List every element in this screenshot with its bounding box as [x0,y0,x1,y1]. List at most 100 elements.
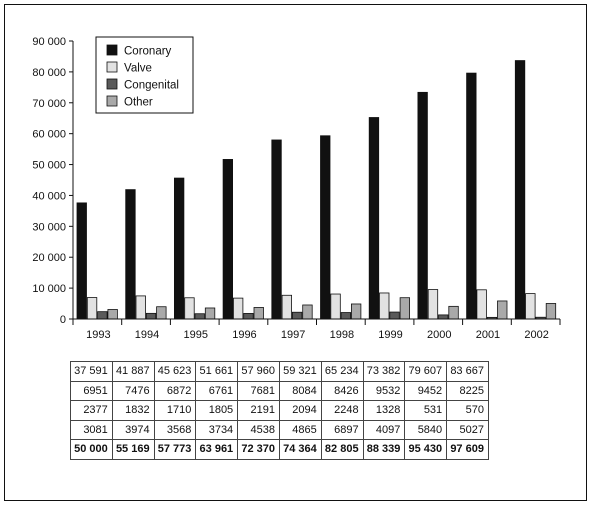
table-cell: 9452 [404,380,448,401]
table-cell: 2094 [278,400,322,421]
table-cell: 88 339 [362,439,406,460]
bar-other-2000 [448,305,459,320]
legend-label-valve: Valve [124,63,152,75]
data-table: 37 591 41 887 45 623 51 661 57 960 59 321 65 2… [70,361,489,460]
table-cell: 5840 [404,419,448,440]
table-cell: 1805 [195,400,239,421]
table-row: 6951 7476 6872 6761 7681 8084 8426 9532 9452 8225 [70,380,489,401]
table-row: 3081 3974 3568 3734 4538 4865 6897 4097 5840 5027 [70,419,489,440]
x-axis: 1993 1994 1995 1996 1997 1998 1999 2000 2001 2002 [72,318,561,341]
legend: Coronary Valve Congenital Other [95,36,194,114]
table-cell: 3568 [153,419,197,440]
x-tick-label: 1998 [330,329,354,341]
table-cell: 6951 [70,380,113,401]
table-cell: 97 609 [446,439,489,460]
table-cell: 3734 [195,419,239,440]
y-tick-label: 60 000 [32,129,66,141]
table-cell: 57 960 [237,361,280,382]
bar-coronary-1998 [320,135,331,320]
bar-congenital-1995 [194,313,205,320]
bar-congenital-1997 [291,311,303,320]
table-cell: 51 661 [195,361,239,382]
bar-other-1999 [399,297,411,320]
table-cell: 41 887 [111,361,155,382]
table-cell: 4097 [362,419,406,440]
bar-valve-1994 [135,295,146,320]
bar-chart: 0 10 000 20 000 30 000 40 000 50 000 60 000 70 … [32,36,561,341]
x-tick-label: 2001 [476,329,500,341]
bar-coronary-1994 [125,189,136,320]
y-tick-label: 0 [60,314,66,326]
x-tick-label: 2000 [427,329,451,341]
table-cell: 73 382 [362,361,406,382]
bar-coronary-1995 [173,177,185,320]
y-tick-label: 40 000 [32,190,66,202]
y-tick-label: 90 000 [32,36,66,48]
bar-valve-2002 [525,293,536,320]
table-cell: 83 667 [446,361,489,382]
bar-other-1995 [204,307,216,320]
table-cell: 1328 [362,400,406,421]
bar-valve-1995 [184,297,195,320]
legend-label-congenital: Congenital [124,80,179,92]
table-cell: 1832 [111,400,155,421]
bar-congenital-2000 [438,314,449,320]
table-cell: 2248 [320,400,364,421]
bar-congenital-1994 [145,312,157,320]
table-cell: 3081 [70,419,113,440]
bar-other-2002 [545,303,557,320]
table-cell: 82 805 [320,439,364,460]
table-cell: 55 169 [111,439,155,460]
table-cell: 531 [404,400,448,421]
table-cell: 4538 [237,419,280,440]
x-tick-label: 2002 [524,329,548,341]
x-tick-label: 1995 [184,329,208,341]
bar-other-1996 [253,307,264,320]
x-tick-label: 1996 [232,329,256,341]
y-axis: 0 10 000 20 000 30 000 40 000 50 000 60 000 70 … [32,36,74,326]
bar-congenital-1998 [340,312,352,320]
bar-coronary-1999 [368,117,380,320]
bar-other-1994 [156,306,167,320]
bar-coronary-2000 [417,91,428,320]
legend-swatch-congenital [106,78,118,90]
bar-other-1998 [350,303,362,320]
table-cell: 65 234 [320,361,364,382]
table-cell: 4865 [278,419,322,440]
table-cell: 63 961 [195,439,239,460]
bars [76,60,557,320]
bar-other-2001 [497,300,508,320]
x-tick-label: 1994 [135,329,159,341]
table-cell: 1710 [153,400,197,421]
table-cell: 37 591 [70,361,113,382]
y-tick-label: 50 000 [32,160,66,172]
y-tick-label: 10 000 [32,283,66,295]
bar-valve-1993 [86,297,98,320]
table-row-total: 50 000 55 169 57 773 63 961 72 370 74 364 82 8… [70,439,489,460]
table-cell: 50 000 [70,439,113,460]
table-cell: 45 623 [153,361,197,382]
legend-swatch-valve [106,61,118,73]
table-cell: 9532 [362,380,406,401]
y-tick-label: 30 000 [32,221,66,233]
table-row: 2377 1832 1710 1805 2191 2094 2248 1328 531 570 [70,400,489,421]
x-tick-label: 1993 [86,329,110,341]
bar-valve-1999 [379,292,390,320]
table-cell: 59 321 [278,361,322,382]
figure-frame [4,4,587,501]
table-cell: 5027 [446,419,489,440]
bar-other-1997 [302,304,313,320]
table-row: 37 591 41 887 45 623 51 661 57 960 59 321 65 2… [70,361,489,382]
bar-coronary-1996 [222,159,234,320]
bar-valve-2001 [476,289,487,320]
bar-valve-1996 [232,297,244,320]
bar-congenital-1996 [243,313,254,320]
legend-label-coronary: Coronary [124,46,172,58]
x-tick-label: 1997 [281,329,305,341]
table-cell: 6761 [195,380,239,401]
table-cell: 57 773 [153,439,197,460]
table-cell: 95 430 [404,439,448,460]
bar-coronary-1997 [271,139,282,320]
legend-swatch-coronary [106,44,118,56]
table-cell: 72 370 [237,439,280,460]
